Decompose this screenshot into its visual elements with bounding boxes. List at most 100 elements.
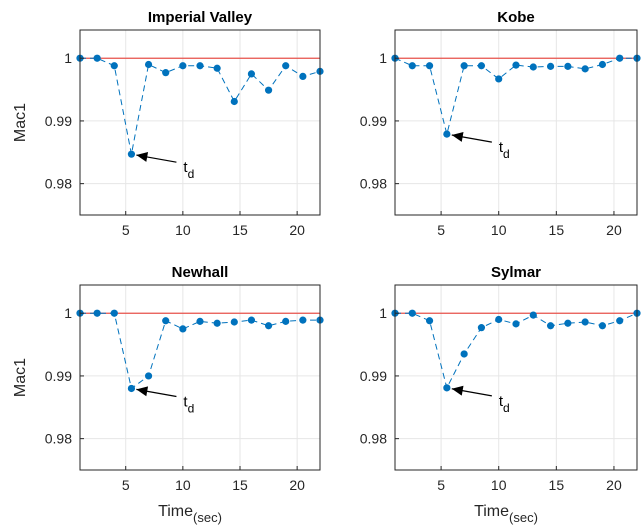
plot-area <box>395 285 637 470</box>
annotation-label: td <box>499 393 510 415</box>
data-point <box>598 60 607 69</box>
subplot-4: 5 10 15 20 0.98 0.99 1 Sylmar Time(sec) td <box>360 264 641 525</box>
annotation-label: td <box>499 139 510 161</box>
data-point <box>127 384 136 393</box>
x-axis-label: Time(sec) <box>474 503 538 525</box>
x-axis-label: Time(sec) <box>158 503 222 525</box>
subplot-3: 5 10 15 20 0.98 0.99 1 Newhall Mac1 Time(sec) td <box>12 264 324 525</box>
series-line <box>80 312 320 390</box>
y-tick-label: 1 <box>64 305 72 321</box>
y-tick-label: 0.98 <box>45 431 72 447</box>
axes-frame <box>394 29 638 216</box>
y-tick-label: 1 <box>64 50 72 66</box>
x-tick-label: 10 <box>491 477 507 493</box>
data-point <box>443 384 451 392</box>
data-point <box>564 62 572 70</box>
data-point <box>546 322 555 330</box>
data-point <box>408 62 416 70</box>
data-point <box>196 62 204 70</box>
data-point <box>598 322 607 330</box>
data-point <box>282 317 290 325</box>
data-point <box>616 317 624 325</box>
x-tick-label: 10 <box>491 222 507 238</box>
data-point <box>512 61 520 69</box>
y-axis-label: Mac1 <box>12 358 29 397</box>
data-point <box>127 150 136 158</box>
data-point <box>196 317 204 325</box>
x-tick-label: 20 <box>289 477 305 493</box>
data-point <box>230 318 238 326</box>
axes-frame <box>79 29 321 216</box>
data-point <box>581 318 589 326</box>
subplot-title: Sylmar <box>491 264 541 281</box>
data-point <box>230 97 238 106</box>
data-point <box>247 316 256 324</box>
data-point <box>616 54 624 62</box>
annotation-arrowhead <box>136 386 149 397</box>
y-tick-label: 1 <box>379 50 387 66</box>
annotation-label: td <box>183 159 194 181</box>
data-point <box>162 69 170 77</box>
data-point <box>179 325 187 333</box>
axes-frame <box>394 284 638 471</box>
y-tick-label: 0.99 <box>360 113 387 129</box>
y-tick-label: 0.99 <box>45 368 72 384</box>
data-point <box>264 86 273 94</box>
x-tick-label: 15 <box>232 222 248 238</box>
x-tick-label: 15 <box>232 477 248 493</box>
annotation-arrowhead <box>451 385 464 396</box>
y-tick-label: 0.99 <box>360 368 387 384</box>
data-point <box>299 316 307 324</box>
data-point <box>282 62 290 70</box>
x-tick-label: 10 <box>175 477 191 493</box>
annotation-label: td <box>183 393 194 415</box>
data-point <box>425 317 434 325</box>
plot-area <box>80 30 320 215</box>
data-point <box>443 130 451 138</box>
plot-area <box>395 30 637 215</box>
data-point <box>425 62 434 70</box>
x-tick-label: 20 <box>606 477 622 493</box>
data-point <box>529 311 537 319</box>
data-point <box>495 315 503 324</box>
data-point <box>460 62 468 70</box>
data-point <box>299 72 307 81</box>
subplot-title: Imperial Valley <box>148 9 253 26</box>
data-point <box>529 63 537 71</box>
data-point <box>144 372 153 380</box>
y-tick-label: 0.98 <box>360 431 387 447</box>
data-point <box>546 62 555 70</box>
data-point <box>408 309 416 317</box>
data-point <box>213 64 221 72</box>
data-point <box>213 319 221 327</box>
y-tick-label: 0.98 <box>45 176 72 192</box>
data-point <box>93 309 101 317</box>
plot-area <box>80 285 320 470</box>
x-tick-label: 5 <box>437 222 445 238</box>
y-axis-label: Mac1 <box>12 103 29 142</box>
x-tick-label: 15 <box>549 222 565 238</box>
data-point <box>93 54 101 62</box>
x-tick-label: 5 <box>437 477 445 493</box>
y-tick-label: 1 <box>379 305 387 321</box>
x-tick-label: 20 <box>289 222 305 238</box>
x-tick-label: 20 <box>606 222 622 238</box>
data-point <box>264 322 273 330</box>
axes-frame <box>79 284 321 471</box>
data-point <box>581 65 589 73</box>
data-point <box>110 309 118 317</box>
data-point <box>179 62 187 70</box>
y-tick-label: 0.98 <box>360 176 387 192</box>
subplot-title: Newhall <box>172 264 229 281</box>
data-point <box>477 62 486 70</box>
data-point <box>144 60 153 69</box>
annotation-arrowhead <box>451 131 464 142</box>
data-point <box>460 350 468 358</box>
annotation-arrowhead <box>136 152 149 162</box>
subplot-2: 5 10 15 20 0.98 0.99 1 Kobe td <box>360 9 641 238</box>
data-point <box>162 317 170 325</box>
data-point <box>247 70 256 78</box>
subplot-title: Kobe <box>497 9 535 26</box>
data-point <box>512 320 520 328</box>
